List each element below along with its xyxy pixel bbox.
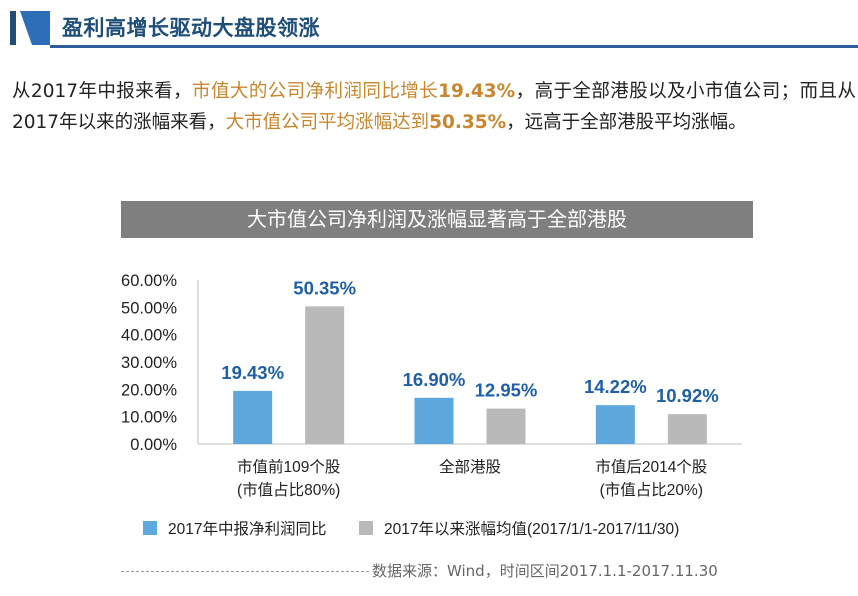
data-label: 10.92%	[656, 385, 719, 406]
paragraph-text-1: 从2017年中报来看，	[12, 81, 193, 102]
y-tick-label: 20.00%	[121, 381, 177, 399]
bar	[414, 397, 454, 444]
x-category-label: 全部港股	[439, 458, 501, 476]
summary-paragraph: 从2017年中报来看，市值大的公司净利润同比增长19.43%，高于全部港股以及小…	[12, 76, 856, 138]
source-divider	[121, 571, 369, 572]
x-category-sublabel: (市值占比80%)	[237, 481, 340, 499]
legend-swatch	[143, 521, 157, 535]
bar	[667, 414, 707, 444]
data-label: 14.22%	[584, 376, 647, 397]
legend-label: 2017年中报净利润同比	[168, 520, 326, 538]
highlight-value-1: 19.43%	[438, 81, 516, 102]
section-marker-icon	[10, 11, 50, 45]
y-tick-label: 0.00%	[130, 436, 177, 454]
header-underline	[50, 45, 858, 48]
bar	[233, 390, 273, 444]
y-tick-label: 10.00%	[121, 409, 177, 427]
chart-title-banner: 大市值公司净利润及涨幅显著高于全部港股	[121, 201, 753, 238]
data-label: 50.35%	[293, 277, 356, 298]
x-category-label: 市值后2014个股	[595, 458, 707, 476]
data-label: 12.95%	[475, 380, 538, 401]
highlight-value-2: 50.35%	[429, 112, 507, 133]
chart-title: 大市值公司净利润及涨幅显著高于全部港股	[247, 207, 627, 231]
bar	[305, 306, 345, 444]
data-source-note: 数据来源：Wind，时间区间2017.1.1-2017.11.30	[372, 562, 718, 580]
paragraph-text-3: ，远高于全部港股平均涨幅。	[506, 112, 747, 133]
highlight-text-2: 大市值公司平均涨幅达到	[225, 112, 430, 133]
bar	[486, 408, 526, 444]
bar	[595, 405, 635, 444]
section-title: 盈利高增长驱动大盘股领涨	[62, 16, 320, 40]
bar-chart: 0.00% 10.00% 20.00% 30.00% 40.00% 50.00% 60.00…	[121, 272, 742, 538]
paragraph-text-2: ，高于全部港股以及小市值公司；而且从2017年以来的涨幅来看，	[12, 81, 856, 133]
y-tick-label: 30.00%	[121, 354, 177, 372]
legend-swatch	[359, 521, 373, 535]
x-category-label: 市值前109个股	[237, 458, 340, 476]
y-tick-label: 40.00%	[121, 327, 177, 345]
y-tick-label: 50.00%	[121, 299, 177, 317]
y-tick-label: 60.00%	[121, 272, 177, 290]
legend-label: 2017年以来涨幅均值(2017/1/1-2017/11/30)	[384, 520, 679, 538]
section-header: 盈利高增长驱动大盘股领涨	[0, 0, 858, 50]
data-label: 16.90%	[403, 369, 466, 390]
highlight-text-1: 市值大的公司净利润同比增长	[192, 81, 439, 102]
data-label: 19.43%	[221, 362, 284, 383]
x-category-sublabel: (市值占比20%)	[600, 481, 703, 499]
